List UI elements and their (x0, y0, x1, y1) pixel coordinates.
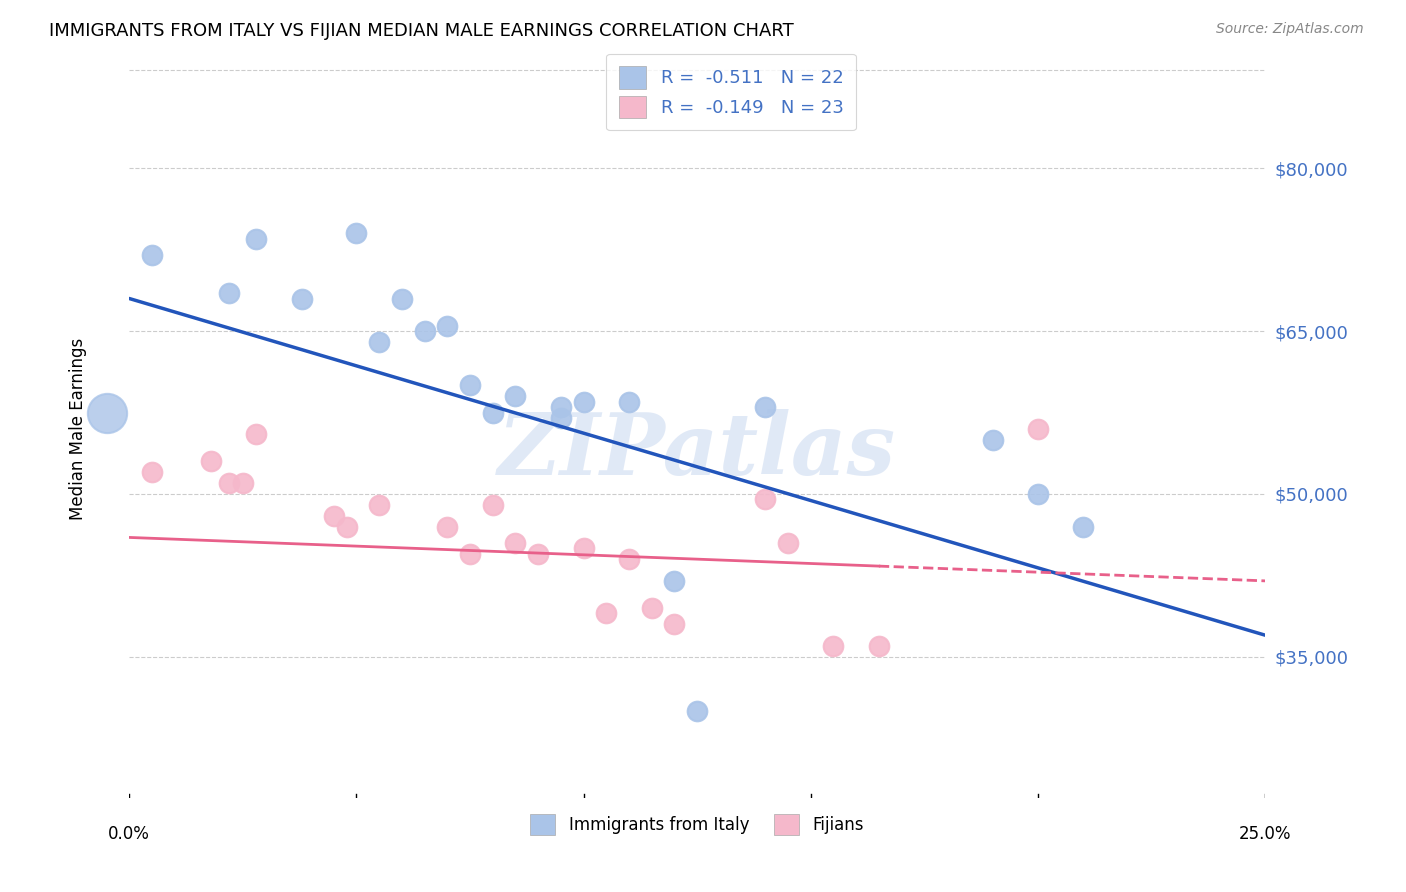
Point (436, 519, 458, 533)
Point (505, 389, 527, 403)
Point (368, 498, 391, 512)
Point (481, 405, 503, 419)
Point (141, 248, 163, 262)
Point (336, 519, 359, 533)
Point (527, 547, 550, 561)
Point (1073, 519, 1095, 533)
Point (754, 492, 776, 507)
Point (218, 286, 240, 301)
Point (436, 318, 458, 333)
Point (505, 536, 527, 550)
Point (322, 508, 344, 523)
Point (664, 574, 686, 588)
Point (595, 607, 617, 621)
Point (141, 465, 163, 479)
Point (346, 227, 368, 241)
Point (754, 400, 776, 414)
Point (1026, 422, 1049, 436)
Point (391, 292, 413, 306)
Point (617, 552, 640, 566)
Point (245, 232, 267, 246)
Point (572, 394, 595, 409)
Point (200, 454, 222, 468)
Text: Source: ZipAtlas.com: Source: ZipAtlas.com (1216, 22, 1364, 37)
Point (550, 411, 572, 425)
Point (776, 536, 799, 550)
Point (481, 498, 503, 512)
Legend: Immigrants from Italy, Fijians: Immigrants from Italy, Fijians (523, 808, 870, 841)
Point (368, 334, 391, 349)
Point (572, 541, 595, 556)
Point (458, 378, 481, 392)
Text: 0.0%: 0.0% (108, 825, 150, 843)
Point (868, 639, 890, 653)
Text: ZIPatlas: ZIPatlas (498, 409, 896, 492)
Point (641, 601, 664, 615)
Point (686, 704, 709, 718)
Point (458, 547, 481, 561)
Point (1026, 487, 1049, 501)
Point (245, 427, 267, 442)
Point (96, 405, 118, 419)
Point (218, 476, 240, 491)
Point (232, 476, 254, 491)
Point (413, 324, 436, 338)
Point (664, 617, 686, 632)
Text: Median Male Earnings: Median Male Earnings (69, 338, 87, 520)
Point (617, 394, 640, 409)
Text: 25.0%: 25.0% (1239, 825, 1291, 843)
Point (981, 433, 1004, 447)
Point (550, 400, 572, 414)
Point (291, 292, 314, 306)
Point (823, 639, 845, 653)
Text: IMMIGRANTS FROM ITALY VS FIJIAN MEDIAN MALE EARNINGS CORRELATION CHART: IMMIGRANTS FROM ITALY VS FIJIAN MEDIAN M… (49, 22, 794, 40)
